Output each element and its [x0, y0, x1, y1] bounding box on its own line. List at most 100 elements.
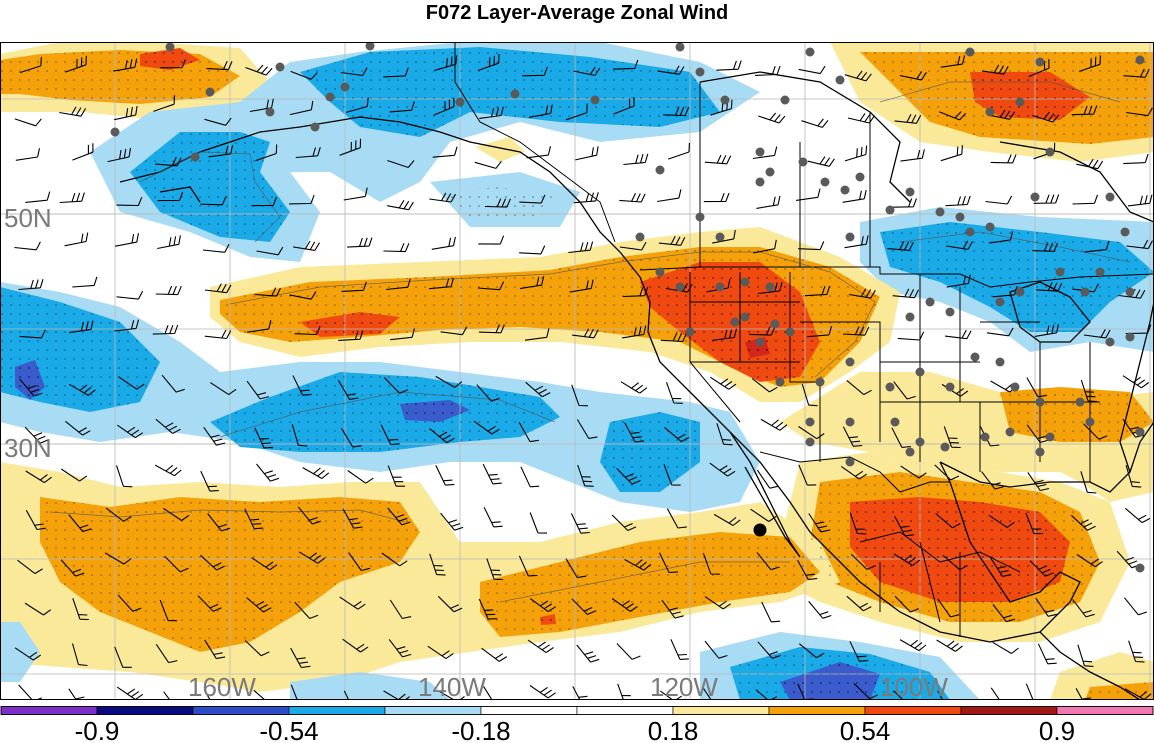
wind-barb: [1032, 242, 1059, 252]
station-dot: [785, 327, 795, 337]
wind-barb: [164, 555, 189, 573]
station-dot: [845, 457, 855, 467]
wind-barb: [663, 464, 681, 486]
wind-barb: [208, 145, 234, 158]
wind-barb: [429, 428, 455, 444]
wind-barb: [990, 687, 1000, 699]
station-dot: [1035, 447, 1045, 457]
station-dot: [845, 357, 855, 367]
wind-barb: [1123, 153, 1149, 165]
station-dot: [1045, 432, 1055, 442]
wind-barb: [342, 508, 363, 529]
station-dot: [655, 267, 665, 277]
wind-barb: [519, 276, 545, 290]
stipple-region: [140, 48, 200, 70]
wind-barb: [935, 513, 961, 529]
wind-barb: [752, 239, 777, 254]
wind-barb: [1031, 111, 1060, 123]
station-dot: [845, 232, 855, 242]
wind-barb: [206, 60, 233, 71]
wind-barb: [1083, 329, 1111, 339]
station-dot: [980, 432, 990, 442]
wind-barb: [1124, 688, 1152, 699]
station-dot: [915, 437, 925, 447]
wind-barb: [657, 65, 685, 75]
wind-barb: [155, 157, 182, 167]
wind-barb: [438, 690, 465, 699]
wind-barb: [163, 691, 170, 699]
wind-barb: [339, 138, 362, 156]
wind-barb: [526, 146, 552, 159]
wind-barb: [752, 146, 778, 160]
wind-barb: [19, 56, 42, 74]
highlight-station-dot: [753, 523, 767, 537]
station-dot: [325, 92, 335, 102]
wind-barb: [337, 380, 359, 400]
station-dot: [805, 417, 815, 427]
wind-barb: [663, 106, 690, 117]
wind-barb: [986, 327, 1014, 337]
wind-barb: [660, 332, 688, 343]
wind-barb: [114, 319, 140, 332]
wind-barb: [1037, 643, 1057, 665]
wind-barb: [988, 230, 1014, 244]
wind-barb: [159, 599, 178, 622]
station-dot: [675, 43, 685, 52]
wind-barb: [519, 194, 546, 204]
stipple-region: [600, 412, 700, 492]
station-dot: [835, 75, 845, 85]
wind-barb: [209, 382, 237, 396]
wind-barb: [751, 378, 778, 393]
wind-barb: [115, 465, 133, 488]
stipple-region: [440, 187, 555, 217]
station-dot: [1135, 563, 1145, 573]
station-dot: [815, 377, 825, 387]
wind-barb: [341, 281, 367, 292]
station-dot: [715, 282, 725, 292]
wind-barb: [72, 598, 89, 621]
station-dot: [695, 212, 705, 222]
lat-lon-grid: [1, 43, 1153, 699]
wind-barb: [204, 283, 232, 294]
station-dot: [1120, 227, 1130, 237]
wind-barb: [197, 595, 222, 612]
wind-barb: [703, 192, 730, 203]
wind-barb: [850, 553, 876, 571]
wind-barb: [390, 328, 415, 341]
wind-barb: [613, 96, 635, 115]
station-dot: [755, 337, 765, 347]
station-dot: [1095, 267, 1105, 277]
wind-barb: [853, 682, 879, 699]
station-dot: [455, 97, 465, 107]
wind-barb: [658, 236, 686, 246]
wind-barb: [200, 470, 219, 492]
wind-barb: [1083, 423, 1108, 440]
wind-barb: [937, 598, 960, 618]
wind-barb: [473, 420, 500, 435]
wind-barb: [796, 188, 821, 201]
wind-barb: [161, 374, 185, 393]
station-dot: [205, 87, 215, 97]
wind-barb: [798, 464, 817, 486]
wind-barb: [24, 426, 50, 444]
wind-barb: [1076, 158, 1104, 170]
station-dot: [765, 167, 775, 177]
station-dot: [965, 47, 975, 57]
station-dot: [1105, 192, 1115, 202]
wind-barb: [381, 552, 408, 567]
wind-barb: [113, 58, 138, 72]
wind-barb: [576, 644, 600, 663]
wind-barb: [573, 66, 601, 77]
wind-barb: [844, 70, 872, 82]
station-dot: [715, 232, 725, 242]
wind-barb: [990, 557, 1012, 577]
wind-barb: [204, 690, 211, 699]
wind-barb: [116, 424, 144, 439]
wind-barb: [624, 422, 645, 443]
wind-barb: [808, 513, 830, 533]
station-dot: [635, 232, 645, 242]
wind-barb: [18, 279, 44, 291]
wind-barb: [756, 552, 780, 571]
wind-barb: [565, 558, 587, 579]
station-dot: [590, 95, 600, 105]
